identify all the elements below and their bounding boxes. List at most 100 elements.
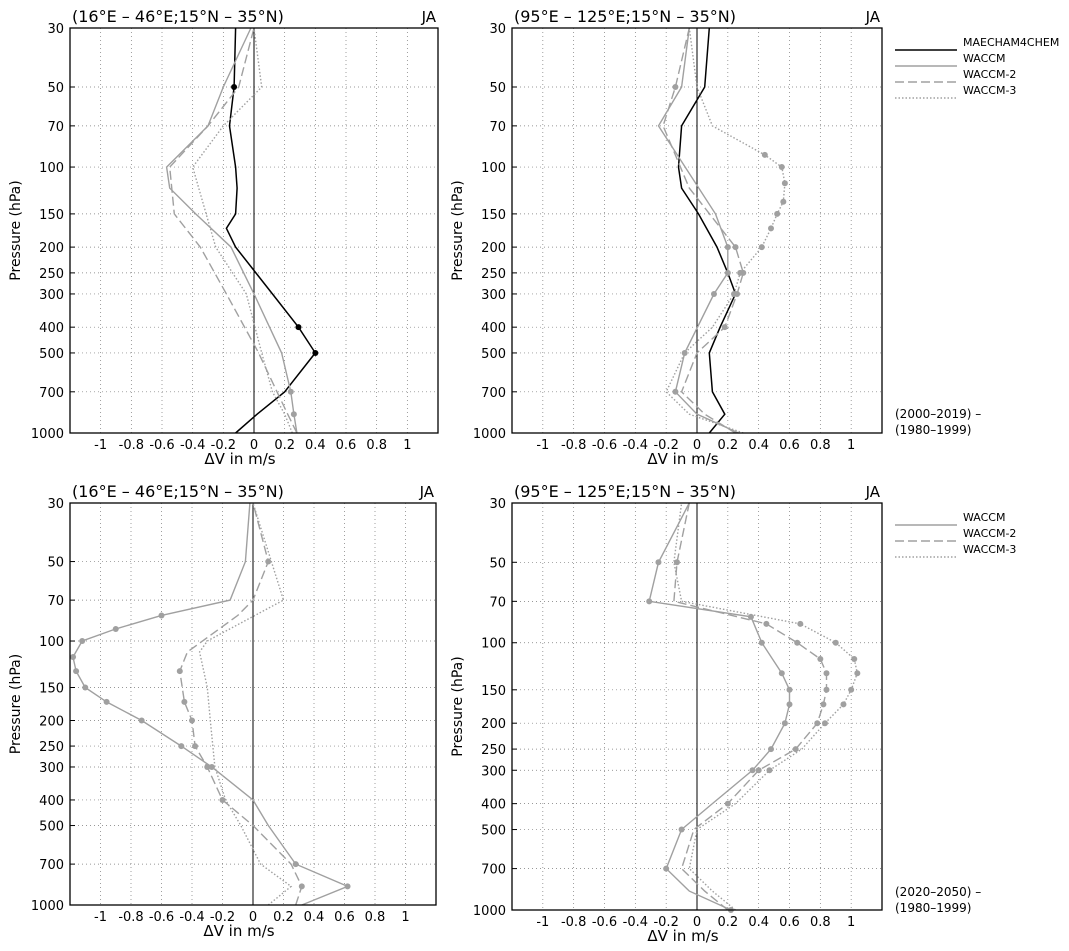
data-point-waccm-2 xyxy=(298,883,305,890)
data-point-waccm-2 xyxy=(755,767,762,774)
y-tick-label: 70 xyxy=(47,594,64,609)
data-point-waccm-2 xyxy=(823,686,830,693)
data-point-waccm xyxy=(681,349,688,356)
x-tick-label: 1 xyxy=(847,438,855,453)
data-point-waccm xyxy=(778,670,785,677)
y-tick-label: 200 xyxy=(481,241,506,256)
legend-bottom: WACCM WACCM-2 WACCM-3 (2020–2050) – (1980–19… xyxy=(895,511,1016,915)
series-line-waccm xyxy=(165,27,298,434)
data-point-waccm xyxy=(758,639,765,646)
data-point-waccm-2 xyxy=(204,763,211,770)
y-tick-label: 100 xyxy=(39,161,64,176)
y-tick-label: 300 xyxy=(39,761,64,776)
data-point-maecham4chem xyxy=(295,324,302,331)
data-point-waccm-3 xyxy=(737,269,744,276)
y-tick-label: 300 xyxy=(481,288,506,303)
data-point-waccm-3 xyxy=(832,639,839,646)
data-point-waccm-2 xyxy=(176,668,183,675)
y-tick-label: 150 xyxy=(481,684,506,699)
y-axis-label: Pressure (hPa) xyxy=(8,180,24,280)
data-point-waccm xyxy=(646,598,653,605)
legend-top: MAECHAM4CHEM WACCM WACCM-2 WACCM-3 (2000–201… xyxy=(895,36,1059,437)
series-line-maecham4chem xyxy=(225,27,317,434)
x-axis-label: ΔV in m/s xyxy=(203,922,274,940)
data-point-waccm xyxy=(79,638,86,645)
season-label: JA xyxy=(865,483,881,501)
data-point-waccm xyxy=(672,388,679,395)
x-tick-label: -0.8 xyxy=(119,438,144,453)
data-point-waccm xyxy=(724,244,731,251)
data-point-waccm xyxy=(724,269,731,276)
x-tick-label: 0 xyxy=(249,910,257,925)
chart-title: (16°E – 46°E;15°N – 35°N) xyxy=(72,482,284,501)
y-tick-label: 300 xyxy=(481,764,506,779)
y-tick-label: 400 xyxy=(481,321,506,336)
y-tick-label: 70 xyxy=(489,595,506,610)
y-tick-label: 400 xyxy=(39,794,64,809)
y-tick-label: 1000 xyxy=(473,427,506,442)
data-point-waccm xyxy=(768,746,774,753)
data-point-maecham4chem xyxy=(231,83,238,90)
data-point-waccm xyxy=(678,826,685,833)
season-label: JA xyxy=(865,8,881,26)
data-point-waccm xyxy=(208,763,215,770)
y-tick-label: 150 xyxy=(39,682,64,697)
data-point-waccm-2 xyxy=(219,796,226,803)
x-tick-label: 0.2 xyxy=(717,438,738,453)
x-tick-label: 0.6 xyxy=(334,910,355,925)
y-tick-label: 100 xyxy=(481,637,506,652)
data-point-waccm-2 xyxy=(763,620,770,627)
data-point-waccm xyxy=(786,686,793,693)
period-label: (2000–2019) – xyxy=(895,407,981,421)
y-tick-label: 700 xyxy=(39,386,64,401)
x-tick-label: -1 xyxy=(94,910,107,925)
x-tick-label: 1 xyxy=(847,915,855,930)
y-tick-label: 700 xyxy=(481,386,506,401)
season-label: JA xyxy=(421,8,437,26)
x-tick-label: -0.4 xyxy=(623,915,648,930)
data-point-waccm-3 xyxy=(778,164,785,171)
data-point-waccm-3 xyxy=(774,210,781,217)
series-line-waccm-3 xyxy=(198,502,293,906)
data-point-waccm xyxy=(655,559,662,566)
x-tick-label: -0.4 xyxy=(179,910,204,925)
data-point-waccm xyxy=(292,861,299,868)
y-tick-label: 1000 xyxy=(31,899,64,914)
series-line-waccm-3 xyxy=(191,27,293,434)
x-tick-label: 0.6 xyxy=(779,915,800,930)
data-point-waccm-2 xyxy=(732,244,739,251)
y-tick-label: 30 xyxy=(489,497,506,512)
data-point-waccm-3 xyxy=(797,620,804,627)
y-tick-label: 500 xyxy=(39,347,64,362)
y-tick-label: 50 xyxy=(489,81,506,96)
y-tick-label: 30 xyxy=(47,497,64,512)
data-point-waccm xyxy=(112,625,119,632)
data-point-waccm-3 xyxy=(758,244,765,251)
data-point-waccm xyxy=(786,701,793,708)
data-point-waccm-2 xyxy=(721,324,728,331)
x-tick-label: -0.8 xyxy=(118,910,143,925)
data-point-waccm-2 xyxy=(673,559,680,566)
legend-label: MAECHAM4CHEM xyxy=(963,36,1059,49)
chart-title: (95°E – 125°E;15°N – 35°N) xyxy=(514,482,736,501)
x-tick-label: 0.8 xyxy=(365,910,386,925)
x-tick-label: 0 xyxy=(250,438,258,453)
data-point-waccm xyxy=(747,613,754,620)
data-point-waccm-3 xyxy=(848,686,855,693)
y-axis-label: Pressure (hPa) xyxy=(450,180,466,280)
y-tick-label: 250 xyxy=(481,267,506,282)
x-axis-label: ΔV in m/s xyxy=(647,450,718,468)
data-point-waccm xyxy=(287,388,294,395)
x-tick-label: -0.4 xyxy=(180,438,205,453)
y-tick-label: 700 xyxy=(39,858,64,873)
chart-panel-1: 30 50 70 100 150 200 250 300 400 500 700 1000 -1 -0.8… xyxy=(8,7,439,468)
x-tick-label: -0.6 xyxy=(592,438,617,453)
data-point-waccm-3 xyxy=(821,720,828,727)
series-line-waccm-3 xyxy=(673,502,859,911)
x-axis-label: ΔV in m/s xyxy=(647,927,718,945)
y-tick-label: 500 xyxy=(481,824,506,839)
series-line-waccm-2 xyxy=(168,27,298,434)
data-point-waccm xyxy=(178,743,185,750)
y-axis-label: Pressure (hPa) xyxy=(450,656,466,756)
